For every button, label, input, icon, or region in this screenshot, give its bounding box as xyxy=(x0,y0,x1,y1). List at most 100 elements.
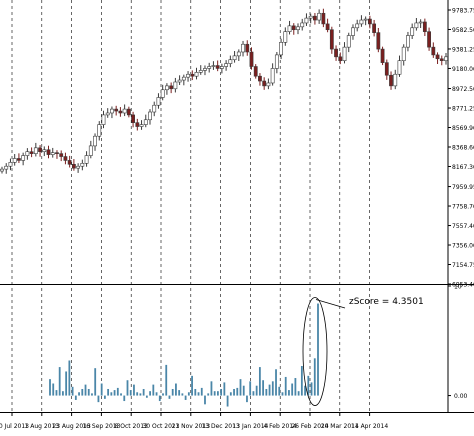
zscore-bar xyxy=(136,392,139,396)
candle-body xyxy=(283,31,288,43)
candle-body xyxy=(143,119,148,125)
zscore-bar xyxy=(87,388,90,396)
candle-body xyxy=(207,66,212,69)
zscore-bar xyxy=(284,376,287,396)
candle-body xyxy=(380,48,385,63)
price-tick-label: 7557.40 xyxy=(452,223,474,230)
candle-body xyxy=(101,114,106,125)
zscore-bar xyxy=(139,393,142,396)
candle-body xyxy=(33,147,38,154)
candle-body xyxy=(152,104,157,113)
candle-body xyxy=(279,42,283,56)
candle-body xyxy=(427,31,431,48)
candle-body xyxy=(317,12,322,21)
zscore-bar xyxy=(271,381,274,396)
price-tick-label: 8771.25 xyxy=(452,106,474,113)
candle-body xyxy=(55,152,59,154)
candle-body xyxy=(215,65,220,69)
price-tick-label: 9783.75 xyxy=(452,8,474,15)
candle-body xyxy=(410,27,415,36)
candle-body xyxy=(88,145,93,156)
candle-body xyxy=(25,151,30,156)
zscore-bar xyxy=(116,387,119,396)
candle-body xyxy=(253,66,258,77)
x-tick-label: 10 Jul 2013 xyxy=(0,423,29,430)
zscore-bar xyxy=(107,388,110,396)
x-tick-label: 30 Oct 2013 xyxy=(142,423,179,430)
candle-body xyxy=(274,54,279,69)
zscore-bar xyxy=(168,395,171,399)
zscore-bar xyxy=(126,380,129,396)
zscore-bar xyxy=(94,368,97,396)
x-tick-label: 26 Feb 2014 xyxy=(291,423,329,430)
price-tick-label: 8167.30 xyxy=(452,164,474,171)
price-tick-label: 8972.50 xyxy=(452,86,474,93)
candle-body xyxy=(135,122,140,127)
candle-body xyxy=(198,70,203,73)
candle-body xyxy=(329,29,334,50)
candle-body xyxy=(160,89,165,98)
zscore-bar xyxy=(265,388,268,396)
zscore-tick-label: 10 xyxy=(454,284,462,291)
candle-body xyxy=(139,124,144,127)
candle-body xyxy=(71,163,76,169)
candle-body xyxy=(270,68,275,84)
candle-body xyxy=(232,55,237,61)
candle-body xyxy=(177,79,182,83)
zscore-bar xyxy=(297,391,300,396)
x-tick-label: 1 Aug 2013 xyxy=(24,423,59,430)
zscore-bar xyxy=(294,378,297,396)
candle-body xyxy=(211,65,216,67)
candle-body xyxy=(418,21,423,24)
zscore-bar xyxy=(226,395,229,407)
candle-body xyxy=(355,23,360,29)
x-tick-label: 13 Dec 2013 xyxy=(201,423,240,430)
zscore-bar xyxy=(258,367,261,396)
zscore-bar xyxy=(181,393,184,396)
candle-body xyxy=(42,149,47,153)
zscore-bar xyxy=(275,369,277,396)
x-tick-label: 11 Apr 2014 xyxy=(351,423,388,430)
candle-body xyxy=(84,155,89,164)
zscore-bar xyxy=(184,395,187,400)
candle-body xyxy=(308,15,313,19)
zscore-bar xyxy=(158,395,161,402)
candle-body xyxy=(126,108,131,116)
zscore-bar xyxy=(142,388,145,396)
candle-body xyxy=(393,73,398,87)
zscore-bar xyxy=(49,379,51,396)
candle-body xyxy=(236,51,241,57)
x-tick-label: 8 Oct 2013 xyxy=(115,423,148,430)
zscore-bar xyxy=(129,390,132,396)
candle-body xyxy=(313,15,317,21)
candle-body xyxy=(50,152,55,155)
price-tick-label: 9180.00 xyxy=(452,66,474,73)
grid-layer xyxy=(11,0,370,412)
zscore-bar xyxy=(78,392,80,396)
candle-body xyxy=(435,54,440,60)
zscore-bar xyxy=(178,390,181,396)
candle-body xyxy=(321,12,326,25)
zscore-tick-label: 0.00 xyxy=(454,393,468,400)
zscore-bar xyxy=(204,395,206,405)
price-tick-label: 6953.40 xyxy=(452,282,474,289)
zscore-annotation: zScore = 4.3501 xyxy=(349,297,424,307)
candle-body xyxy=(258,75,262,82)
annotation-leader xyxy=(315,299,346,309)
price-tick-label: 7959.95 xyxy=(452,184,474,191)
candle-body xyxy=(29,151,34,154)
candle-body xyxy=(249,51,254,67)
zscore-bar xyxy=(100,383,103,396)
zscore-bar xyxy=(252,391,255,396)
candle-body xyxy=(287,25,292,32)
zscore-bar xyxy=(58,367,61,396)
zscore-bar xyxy=(197,392,200,396)
zscore-bar xyxy=(81,388,84,396)
zscore-bar xyxy=(262,380,265,396)
price-series xyxy=(0,8,448,174)
candle-body xyxy=(414,22,419,29)
candle-body xyxy=(21,155,26,161)
candle-body xyxy=(131,114,135,123)
zscore-bar xyxy=(120,393,122,396)
zscore-bar xyxy=(165,364,168,396)
